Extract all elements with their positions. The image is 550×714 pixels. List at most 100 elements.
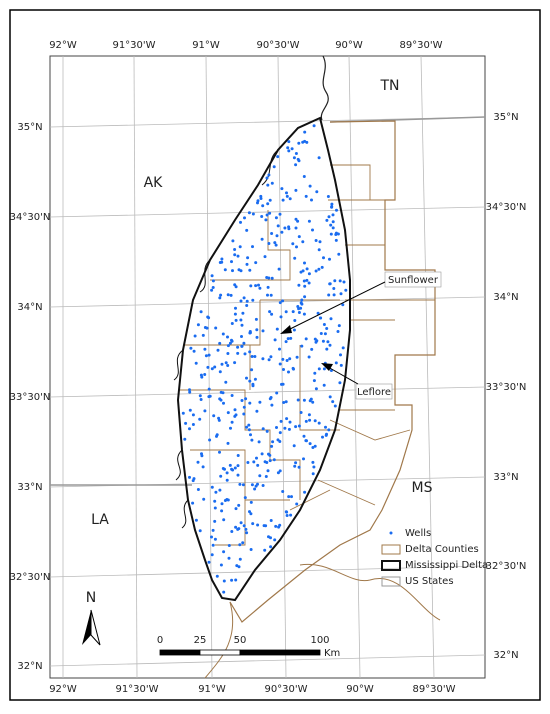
well [258, 474, 262, 478]
well [245, 376, 248, 380]
annotation-box [355, 383, 393, 400]
well [191, 479, 195, 483]
well [221, 467, 225, 470]
well [290, 147, 294, 151]
scale-label: 50 [234, 635, 247, 646]
well [275, 426, 278, 429]
well [295, 245, 298, 249]
well [272, 458, 276, 462]
wells [181, 124, 348, 594]
well [234, 525, 238, 529]
well [288, 420, 292, 424]
well [275, 234, 279, 238]
well [294, 152, 298, 155]
well [248, 330, 252, 333]
well [302, 434, 306, 438]
well [207, 395, 211, 399]
state-label: AK [144, 175, 164, 191]
well [263, 255, 267, 259]
outer-frame [9, 9, 541, 701]
well [294, 163, 298, 167]
well [294, 425, 298, 429]
well [184, 421, 188, 425]
well [260, 215, 264, 218]
well [242, 524, 246, 528]
well [242, 296, 246, 300]
well [317, 248, 321, 252]
well [234, 507, 238, 511]
well [268, 211, 272, 215]
well [257, 283, 260, 287]
well [318, 240, 322, 244]
well [262, 524, 266, 528]
lon-label: 91°W [192, 40, 220, 51]
well [328, 395, 332, 399]
well [304, 337, 308, 341]
lat-label: 32°30'N [486, 561, 527, 572]
well [315, 190, 319, 194]
well [259, 197, 263, 200]
county-boundary [204, 563, 441, 679]
well [328, 282, 332, 286]
well [219, 390, 223, 394]
well [237, 268, 241, 272]
lon-label: 91°30'W [112, 40, 155, 51]
well [250, 355, 254, 358]
well [265, 276, 269, 279]
well [310, 347, 314, 351]
state-label: MS [412, 480, 433, 496]
well [251, 522, 255, 526]
lat-label: 33°30'N [486, 382, 527, 393]
well [208, 438, 212, 442]
well [211, 279, 215, 283]
well [188, 408, 192, 412]
well [284, 340, 288, 344]
well [331, 226, 335, 230]
well [266, 202, 270, 206]
well [241, 541, 245, 545]
well [242, 341, 246, 345]
well [334, 361, 338, 365]
well [226, 441, 230, 445]
well [241, 311, 245, 315]
graticule-line [277, 55, 287, 679]
well [226, 352, 230, 355]
well [218, 397, 222, 401]
graticule-line [420, 55, 435, 679]
lon-label: 91°W [198, 684, 226, 695]
well [201, 333, 205, 337]
lat-label: 34°N [493, 292, 518, 303]
well [210, 535, 213, 539]
well [317, 421, 321, 425]
lat-label: 34°N [17, 302, 42, 313]
graticule-line [133, 55, 138, 679]
well [230, 339, 234, 343]
well [339, 292, 343, 296]
well [242, 405, 246, 409]
well [188, 475, 191, 479]
well [201, 465, 205, 469]
well [239, 318, 243, 322]
well [304, 419, 308, 423]
well [300, 344, 304, 348]
well [254, 317, 258, 321]
well [270, 232, 274, 235]
well [252, 460, 256, 464]
well [221, 332, 225, 336]
well [285, 359, 289, 362]
well [263, 548, 267, 552]
well [236, 527, 240, 531]
well [247, 428, 251, 432]
legend-swatch [381, 576, 401, 587]
well [234, 306, 237, 310]
scale-unit: Km [324, 648, 340, 659]
well [288, 197, 292, 201]
well [333, 404, 337, 408]
well [331, 400, 335, 404]
well [238, 543, 242, 547]
well [275, 391, 279, 395]
arrowhead [280, 325, 292, 334]
well [277, 525, 281, 529]
well [213, 365, 217, 369]
well [261, 329, 265, 333]
